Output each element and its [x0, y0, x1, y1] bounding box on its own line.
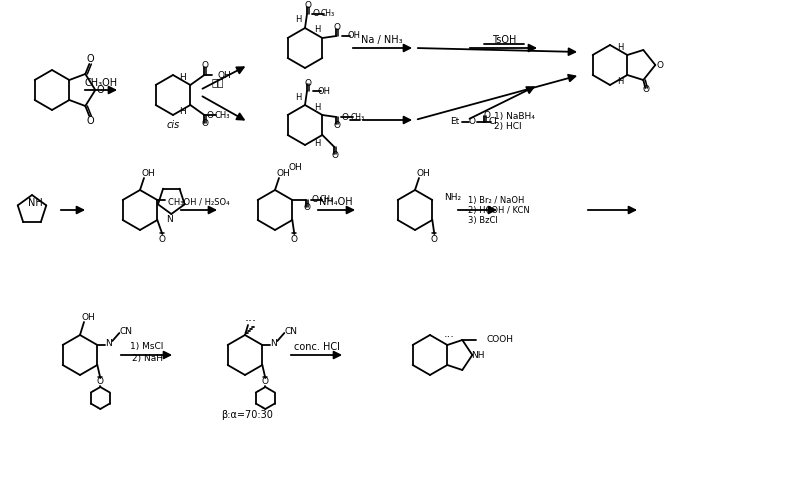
Text: 2) HCOH / KCN: 2) HCOH / KCN [468, 205, 530, 215]
Text: NH: NH [28, 198, 42, 208]
Text: β:α=70:30: β:α=70:30 [221, 410, 273, 420]
Text: 1) NaBH₄: 1) NaBH₄ [494, 112, 535, 121]
Text: O: O [262, 377, 269, 386]
Text: CH₃: CH₃ [321, 10, 335, 19]
Text: NH₄OH: NH₄OH [319, 197, 353, 207]
Text: O: O [334, 120, 341, 130]
Text: CH₃OH: CH₃OH [85, 78, 118, 88]
Text: OH: OH [141, 169, 155, 179]
Text: O: O [304, 204, 311, 213]
Text: H: H [314, 25, 321, 35]
Text: O: O [305, 79, 311, 87]
Text: O: O [334, 24, 341, 33]
Text: O: O [86, 116, 94, 126]
Text: N: N [105, 338, 112, 348]
Text: COOH: COOH [486, 336, 514, 345]
Text: O: O [202, 61, 209, 71]
Text: O: O [86, 54, 94, 64]
Text: conc. HCl: conc. HCl [294, 342, 340, 352]
Text: O: O [332, 151, 339, 159]
Text: O: O [159, 236, 166, 244]
Text: O: O [313, 10, 319, 19]
Text: CH₃: CH₃ [214, 110, 230, 120]
Text: O: O [207, 110, 214, 120]
Text: OH: OH [318, 86, 331, 96]
Text: cis: cis [166, 120, 180, 130]
Text: H: H [295, 15, 301, 24]
Text: OH: OH [276, 169, 290, 179]
Text: TsOH: TsOH [492, 35, 516, 45]
Text: 3) BzCl: 3) BzCl [468, 216, 498, 225]
Text: CH₃: CH₃ [319, 195, 334, 204]
Text: O: O [97, 377, 104, 386]
Text: 2) HCl: 2) HCl [494, 122, 522, 132]
Text: NH₂: NH₂ [444, 193, 462, 203]
Text: OH: OH [416, 169, 430, 179]
Text: OH: OH [288, 163, 302, 171]
Text: H: H [314, 103, 321, 111]
Text: 拆分: 拆分 [212, 77, 224, 87]
Text: CH₃OH / H₂SO₄: CH₃OH / H₂SO₄ [168, 197, 230, 206]
Text: CH₃: CH₃ [350, 112, 364, 121]
Text: CN: CN [120, 326, 133, 336]
Text: O: O [657, 60, 664, 70]
Text: O: O [431, 236, 438, 244]
Text: NH: NH [471, 350, 485, 360]
Text: 1) MsCl: 1) MsCl [130, 343, 164, 351]
Text: H: H [314, 139, 321, 147]
Text: OH: OH [81, 313, 95, 323]
Text: H: H [295, 93, 301, 101]
Text: O: O [312, 195, 319, 204]
Text: O: O [342, 112, 349, 121]
Text: 2) NaH: 2) NaH [131, 353, 162, 362]
Text: H: H [179, 108, 186, 117]
Text: O: O [469, 118, 475, 127]
Text: Cl: Cl [489, 118, 498, 127]
Text: ···: ··· [444, 332, 454, 342]
Text: OH: OH [218, 71, 231, 80]
Text: OH: OH [347, 32, 360, 40]
Text: H: H [179, 73, 186, 83]
Text: H: H [617, 77, 623, 86]
Text: Et: Et [450, 118, 460, 127]
Text: O: O [483, 110, 490, 120]
Text: O: O [97, 85, 104, 95]
Text: Na / NH₃: Na / NH₃ [361, 35, 403, 45]
Text: O: O [305, 1, 311, 11]
Text: O: O [202, 120, 209, 129]
Text: CN: CN [285, 326, 298, 336]
Text: N: N [166, 216, 173, 225]
Text: O: O [291, 236, 298, 244]
Text: N: N [270, 338, 277, 348]
Text: 1) Br₂ / NaOH: 1) Br₂ / NaOH [468, 195, 524, 204]
Text: ···: ··· [245, 315, 257, 328]
Text: H: H [617, 44, 623, 52]
Text: O: O [643, 84, 650, 94]
